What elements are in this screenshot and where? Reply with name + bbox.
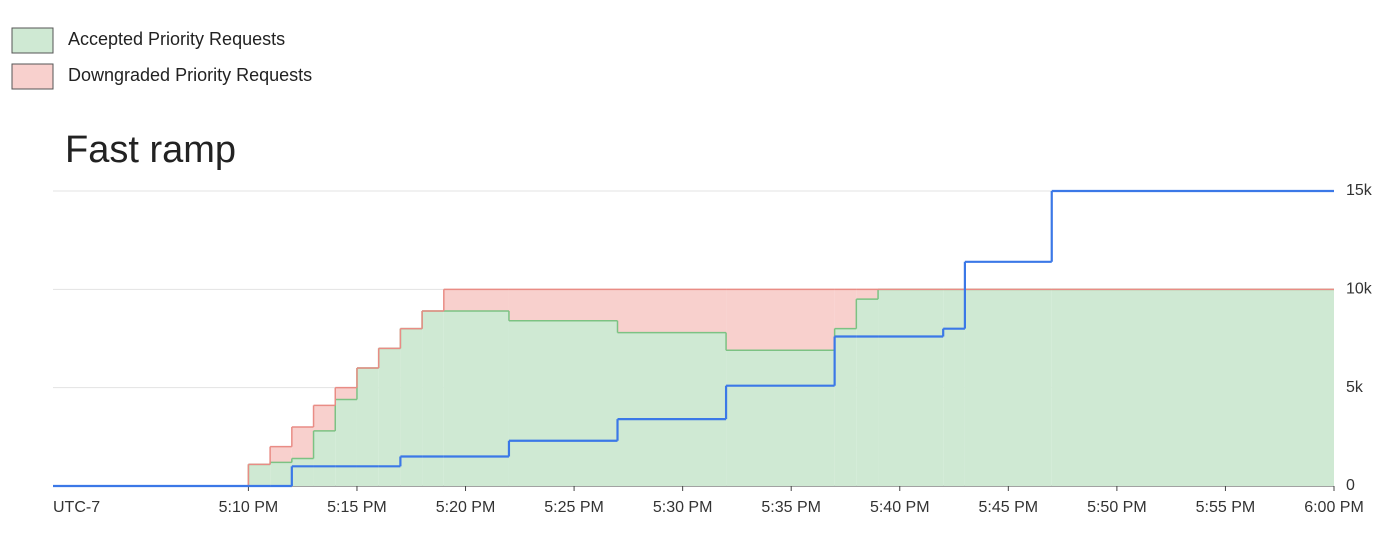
y-tick-label: 15k [1346, 182, 1373, 199]
x-tick-label: 5:45 PM [979, 499, 1039, 516]
x-tick-label: 5:55 PM [1196, 499, 1256, 516]
area-step [943, 289, 965, 486]
x-tick-label: 5:10 PM [219, 499, 279, 516]
legend-label: Downgraded Priority Requests [68, 65, 312, 85]
x-tick-label: 5:20 PM [436, 499, 496, 516]
area-step [335, 399, 357, 486]
x-tick-label: 5:40 PM [870, 499, 930, 516]
x-tick-label: 5:25 PM [544, 499, 604, 516]
area-step [856, 289, 879, 300]
area-step [291, 427, 314, 459]
legend-swatch [11, 27, 54, 54]
area-step [856, 299, 879, 486]
area-step [313, 430, 336, 486]
timezone-label: UTC-7 [53, 499, 100, 516]
area-step [248, 464, 271, 486]
legend-label: Accepted Priority Requests [68, 29, 285, 49]
area-step [270, 446, 292, 463]
area-step [270, 462, 292, 486]
area-step [878, 289, 944, 486]
y-tick-label: 10k [1346, 281, 1373, 298]
legend-swatch [11, 63, 54, 90]
area-step [356, 368, 379, 486]
area-step [617, 332, 727, 486]
area-step [726, 350, 835, 486]
y-tick-label: 5k [1346, 379, 1364, 396]
area-step [335, 387, 357, 400]
area-step [443, 289, 509, 311]
y-tick-label: 0 [1346, 477, 1355, 494]
area-step [422, 310, 444, 486]
area-step [834, 328, 857, 486]
area-step [1051, 289, 1334, 486]
area-step [964, 289, 1052, 486]
area-step [443, 310, 509, 486]
x-tick-label: 5:50 PM [1087, 499, 1147, 516]
area-step [291, 458, 314, 486]
area-step [378, 348, 401, 486]
area-step [313, 405, 336, 431]
x-tick-label: 5:15 PM [327, 499, 387, 516]
area-step [508, 289, 618, 321]
x-tick-label: 5:35 PM [761, 499, 821, 516]
area-step [834, 289, 857, 329]
x-tick-label: 5:30 PM [653, 499, 713, 516]
area-step [508, 320, 618, 486]
area-step [726, 289, 835, 351]
x-tick-label: 6:00 PM [1304, 499, 1364, 516]
area-step [400, 328, 423, 486]
chart-title: Fast ramp [65, 129, 236, 171]
area-step [617, 289, 727, 333]
